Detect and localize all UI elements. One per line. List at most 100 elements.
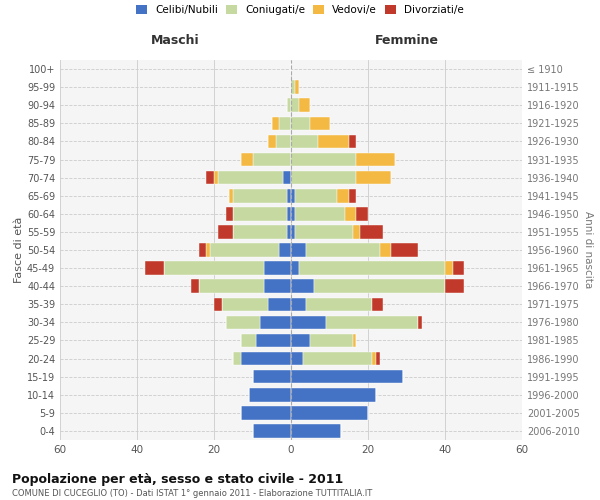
Text: Femmine: Femmine: [374, 34, 439, 48]
Bar: [214, 171, 218, 184]
Bar: [291, 424, 341, 438]
Bar: [287, 98, 291, 112]
Bar: [295, 225, 353, 238]
Bar: [210, 243, 280, 257]
Bar: [233, 225, 287, 238]
Bar: [380, 243, 391, 257]
Bar: [291, 152, 356, 166]
Bar: [241, 352, 291, 366]
Bar: [218, 225, 233, 238]
Y-axis label: Anni di nascita: Anni di nascita: [583, 212, 593, 288]
Bar: [241, 406, 291, 419]
Bar: [291, 171, 356, 184]
Text: COMUNE DI CUCEGLIO (TO) - Dati ISTAT 1° gennaio 2011 - Elaborazione TUTTITALIA.I: COMUNE DI CUCEGLIO (TO) - Dati ISTAT 1° …: [12, 489, 372, 498]
Bar: [226, 207, 233, 220]
Bar: [372, 298, 383, 311]
Bar: [291, 406, 368, 419]
Text: Popolazione per età, sesso e stato civile - 2011: Popolazione per età, sesso e stato civil…: [12, 472, 343, 486]
Bar: [291, 388, 376, 402]
Bar: [214, 298, 222, 311]
Bar: [291, 352, 302, 366]
Bar: [291, 280, 314, 293]
Bar: [310, 116, 329, 130]
Bar: [253, 424, 291, 438]
Bar: [302, 352, 372, 366]
Bar: [291, 316, 326, 329]
Bar: [199, 243, 206, 257]
Bar: [287, 225, 291, 238]
Bar: [291, 262, 299, 275]
Bar: [206, 171, 214, 184]
Bar: [291, 116, 310, 130]
Bar: [307, 243, 380, 257]
Bar: [268, 134, 275, 148]
Bar: [356, 171, 391, 184]
Bar: [206, 243, 210, 257]
Bar: [275, 134, 291, 148]
Bar: [272, 116, 280, 130]
Bar: [349, 134, 356, 148]
Bar: [145, 262, 164, 275]
Bar: [314, 280, 445, 293]
Bar: [445, 280, 464, 293]
Bar: [349, 189, 356, 202]
Bar: [283, 171, 291, 184]
Bar: [295, 80, 299, 94]
Bar: [218, 171, 283, 184]
Bar: [291, 207, 295, 220]
Bar: [310, 334, 353, 347]
Bar: [291, 189, 295, 202]
Bar: [241, 334, 256, 347]
Bar: [256, 334, 291, 347]
Bar: [299, 262, 445, 275]
Bar: [291, 298, 307, 311]
Bar: [353, 334, 356, 347]
Bar: [199, 280, 264, 293]
Bar: [291, 98, 299, 112]
Bar: [356, 152, 395, 166]
Bar: [453, 262, 464, 275]
Bar: [291, 134, 318, 148]
Bar: [191, 280, 199, 293]
Bar: [264, 262, 291, 275]
Text: Maschi: Maschi: [151, 34, 200, 48]
Bar: [295, 189, 337, 202]
Bar: [307, 298, 372, 311]
Bar: [253, 152, 291, 166]
Bar: [264, 280, 291, 293]
Bar: [376, 352, 380, 366]
Bar: [233, 189, 287, 202]
Bar: [345, 207, 356, 220]
Bar: [372, 352, 376, 366]
Bar: [418, 316, 422, 329]
Bar: [241, 152, 253, 166]
Bar: [291, 225, 295, 238]
Bar: [295, 207, 345, 220]
Bar: [326, 316, 418, 329]
Bar: [222, 298, 268, 311]
Bar: [291, 370, 403, 384]
Bar: [391, 243, 418, 257]
Bar: [280, 116, 291, 130]
Bar: [291, 243, 307, 257]
Bar: [233, 352, 241, 366]
Bar: [299, 98, 310, 112]
Bar: [318, 134, 349, 148]
Bar: [337, 189, 349, 202]
Bar: [260, 316, 291, 329]
Bar: [280, 243, 291, 257]
Bar: [291, 334, 310, 347]
Bar: [268, 298, 291, 311]
Bar: [287, 207, 291, 220]
Bar: [360, 225, 383, 238]
Bar: [445, 262, 453, 275]
Bar: [229, 189, 233, 202]
Bar: [248, 388, 291, 402]
Bar: [233, 207, 287, 220]
Y-axis label: Fasce di età: Fasce di età: [14, 217, 24, 283]
Bar: [226, 316, 260, 329]
Bar: [356, 207, 368, 220]
Bar: [291, 80, 295, 94]
Bar: [287, 189, 291, 202]
Bar: [353, 225, 360, 238]
